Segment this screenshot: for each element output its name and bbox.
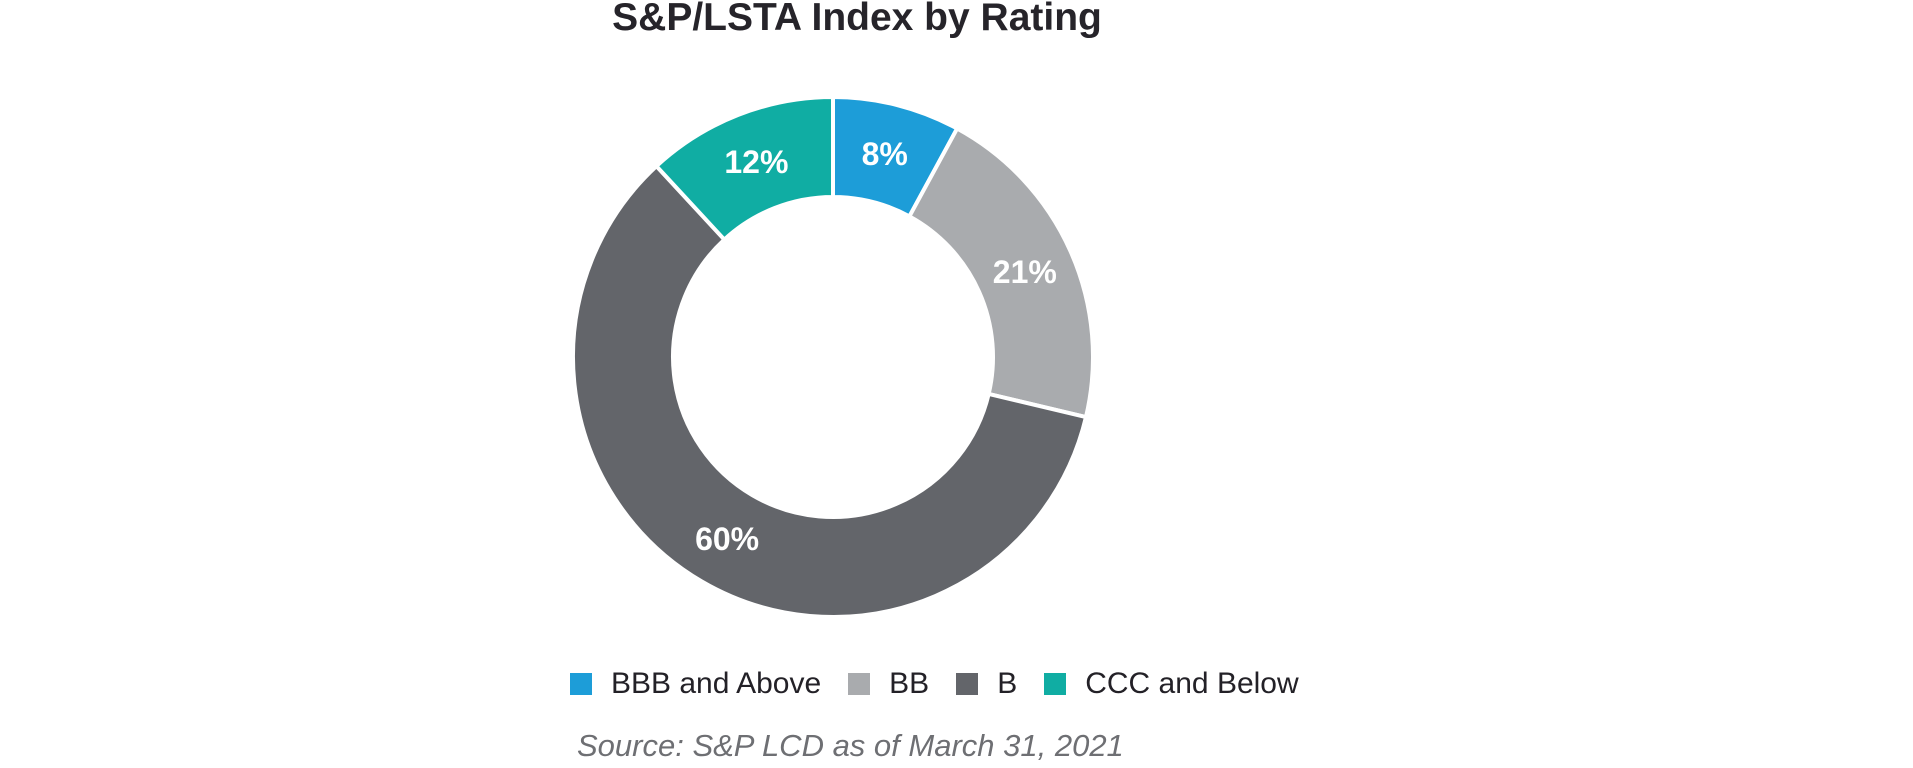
segment-value-label: 60% xyxy=(695,521,759,557)
segment-value-label: 8% xyxy=(862,136,908,172)
legend: BBB and Above BB B CCC and Below xyxy=(570,669,1299,699)
legend-item-b: B xyxy=(956,669,1017,699)
legend-label: B xyxy=(997,667,1018,700)
donut-segment-ccc-and-below xyxy=(653,94,835,243)
legend-label: CCC and Below xyxy=(1085,667,1299,700)
donut-segment-b xyxy=(571,163,1089,619)
legend-swatch-icon xyxy=(570,673,592,695)
legend-label: BB xyxy=(889,667,930,700)
legend-item-bb: BB xyxy=(848,669,929,699)
donut-segment-bb xyxy=(906,125,1095,420)
legend-swatch-icon xyxy=(848,673,871,695)
source-note: Source: S&P LCD as of March 31, 2021 xyxy=(577,728,1124,763)
legend-item-ccc-and-below: CCC and Below xyxy=(1044,667,1299,700)
legend-item-bbb-and-above: BBB and Above xyxy=(570,669,821,699)
legend-label: BBB and Above xyxy=(611,667,822,700)
legend-swatch-icon xyxy=(1044,673,1067,695)
segment-value-label: 12% xyxy=(724,144,788,180)
chart-title: S&P/LSTA Index by Rating xyxy=(612,0,1102,39)
segment-value-label: 21% xyxy=(993,254,1057,290)
legend-swatch-icon xyxy=(956,673,979,695)
